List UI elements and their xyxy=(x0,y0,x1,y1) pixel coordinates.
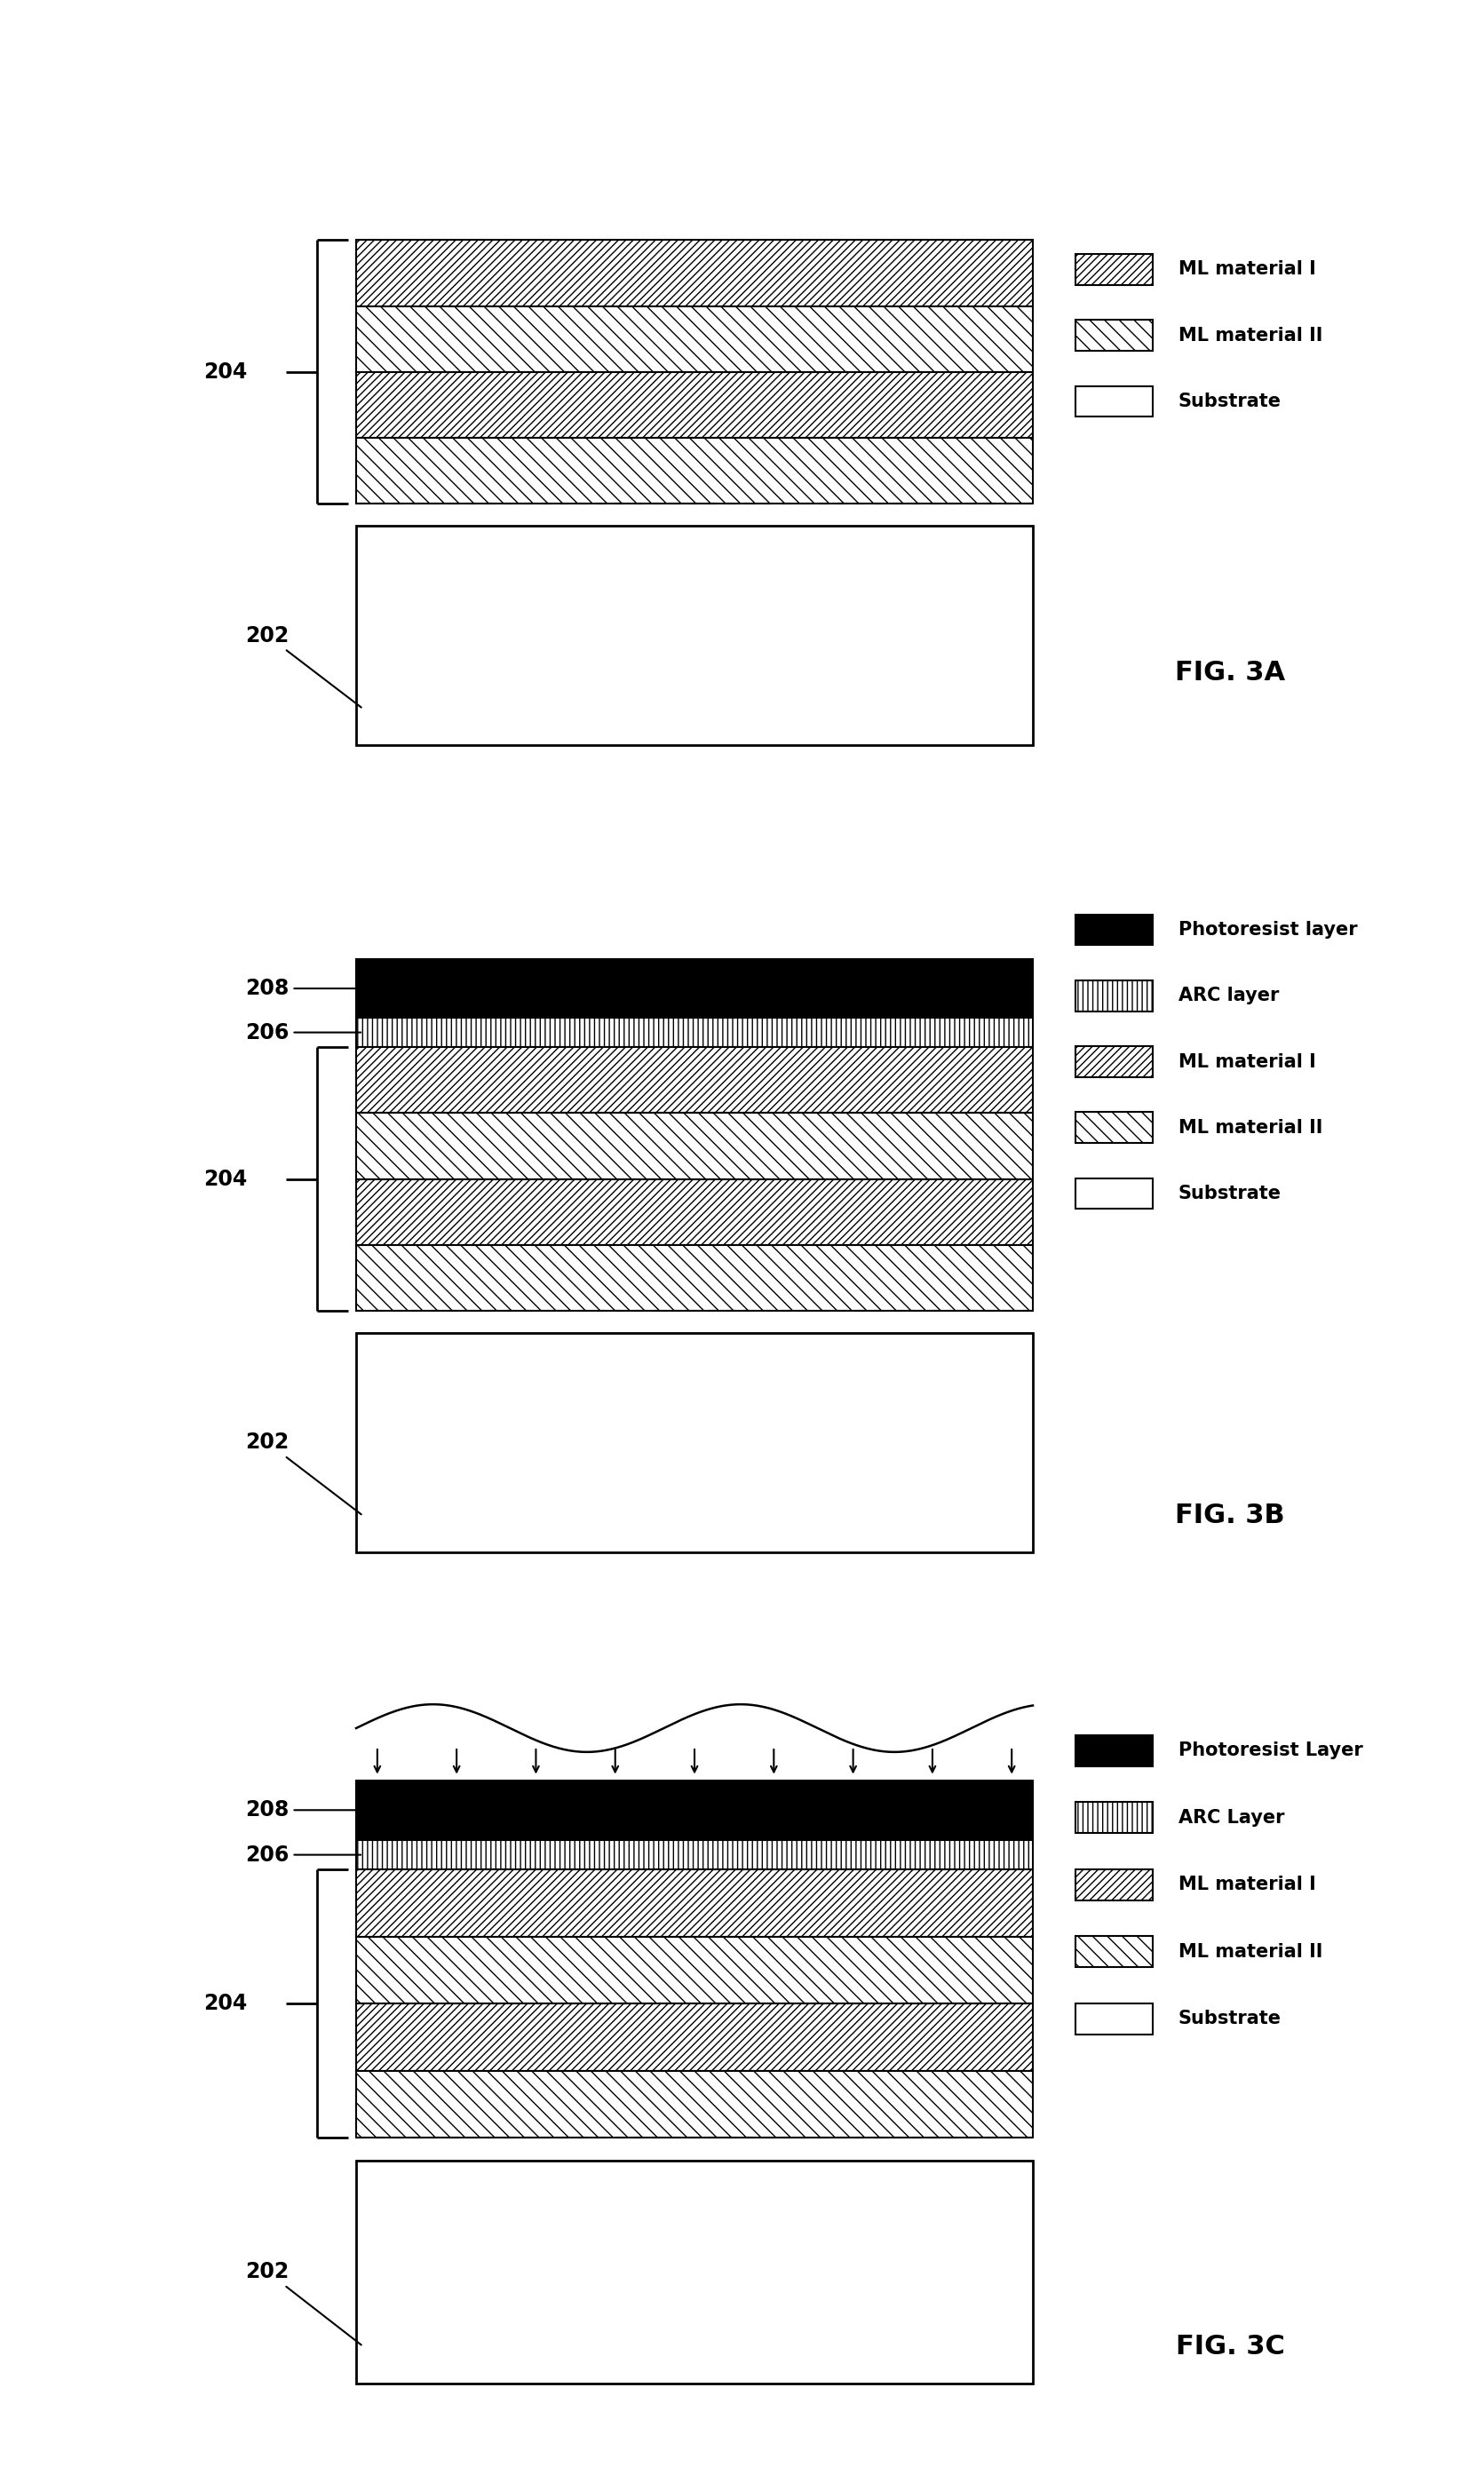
Text: 206: 206 xyxy=(245,1023,361,1043)
Bar xyxy=(1074,1937,1153,1967)
Bar xyxy=(356,2160,1033,2384)
Text: Photoresist Layer: Photoresist Layer xyxy=(1178,1741,1362,1760)
Bar xyxy=(1074,1736,1153,1765)
Text: 204: 204 xyxy=(203,1994,246,2014)
Bar xyxy=(1074,385,1153,417)
Bar xyxy=(356,1048,1033,1112)
Bar xyxy=(356,2004,1033,2071)
Bar xyxy=(356,1018,1033,1048)
Bar xyxy=(356,1937,1033,2004)
Text: ML material II: ML material II xyxy=(1178,1942,1322,1962)
Text: 202: 202 xyxy=(245,2262,361,2344)
Bar xyxy=(356,372,1033,437)
Text: FIG. 3C: FIG. 3C xyxy=(1175,2334,1285,2359)
Bar xyxy=(1074,1803,1153,1832)
Text: ML material I: ML material I xyxy=(1178,1875,1315,1895)
Bar xyxy=(356,526,1033,745)
Text: ML material II: ML material II xyxy=(1178,1120,1322,1137)
Bar xyxy=(1074,981,1153,1011)
Bar xyxy=(1074,1112,1153,1142)
Bar xyxy=(356,437,1033,504)
Bar xyxy=(1074,1870,1153,1899)
Text: Substrate: Substrate xyxy=(1178,392,1281,410)
Bar xyxy=(1074,2004,1153,2034)
Text: Photoresist layer: Photoresist layer xyxy=(1178,921,1358,939)
Bar xyxy=(1074,253,1153,286)
Text: Substrate: Substrate xyxy=(1178,1184,1281,1202)
Bar xyxy=(1074,320,1153,350)
Bar xyxy=(356,1780,1033,1840)
Bar xyxy=(1074,1179,1153,1209)
Text: ML material II: ML material II xyxy=(1178,325,1322,345)
Bar xyxy=(356,241,1033,305)
Bar xyxy=(1074,914,1153,946)
Bar xyxy=(356,1333,1033,1552)
Text: ARC Layer: ARC Layer xyxy=(1178,1808,1284,1827)
Text: ML material I: ML material I xyxy=(1178,261,1315,278)
Text: 202: 202 xyxy=(245,626,361,708)
Bar xyxy=(356,1870,1033,1937)
Text: FIG. 3B: FIG. 3B xyxy=(1175,1502,1285,1530)
Text: FIG. 3A: FIG. 3A xyxy=(1175,660,1285,685)
Bar xyxy=(356,2071,1033,2138)
Text: Substrate: Substrate xyxy=(1178,2009,1281,2029)
Bar xyxy=(356,305,1033,372)
Text: ML material I: ML material I xyxy=(1178,1053,1315,1070)
Bar xyxy=(1074,1045,1153,1078)
Bar xyxy=(356,1112,1033,1179)
Text: 206: 206 xyxy=(245,1845,361,1865)
Bar xyxy=(356,958,1033,1018)
Text: ARC layer: ARC layer xyxy=(1178,986,1279,1006)
Text: 202: 202 xyxy=(245,1433,361,1515)
Text: 208: 208 xyxy=(245,978,361,998)
Bar xyxy=(356,1840,1033,1870)
Text: 204: 204 xyxy=(203,363,246,382)
Bar xyxy=(356,1179,1033,1244)
Text: 208: 208 xyxy=(245,1800,361,1820)
Bar xyxy=(356,1244,1033,1311)
Text: 204: 204 xyxy=(203,1169,246,1189)
